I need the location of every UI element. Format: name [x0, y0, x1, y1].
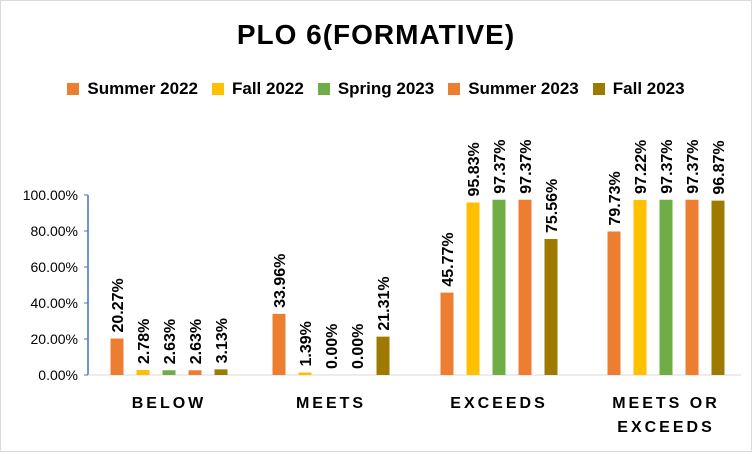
legend-item-summer-2022: Summer 2022 [67, 79, 198, 99]
bar [188, 370, 202, 375]
chart-title: PLO 6(FORMATIVE) [236, 19, 516, 50]
y-tick-label: 100.00% [23, 187, 78, 203]
x-tick-label: MEETS [296, 395, 366, 412]
y-tick-label: 0.00% [38, 367, 78, 383]
bar [162, 370, 176, 375]
legend-label: Summer 2022 [87, 79, 198, 98]
data-label: 95.83% [466, 142, 483, 196]
bar [633, 200, 647, 375]
data-label: 2.63% [162, 319, 179, 364]
bar [272, 313, 286, 375]
legend: Summer 2022 Fall 2022 Spring 2023 Summer… [1, 79, 751, 99]
legend-label: Fall 2023 [612, 79, 685, 98]
data-label: 96.87% [711, 140, 728, 194]
bar [518, 199, 532, 375]
bar [440, 292, 454, 375]
data-label: 97.37% [659, 139, 676, 193]
data-label: 2.78% [136, 319, 153, 364]
data-label: 2.63% [188, 319, 205, 364]
legend-item-summer-2023: Summer 2023 [448, 79, 579, 99]
bar [492, 199, 506, 375]
data-label: 33.96% [272, 254, 289, 308]
x-tick-label: EXCEEDS [617, 419, 714, 436]
data-label: 97.37% [492, 139, 509, 193]
data-label: 97.22% [633, 140, 650, 194]
data-label: 75.56% [544, 179, 561, 233]
bar [376, 336, 390, 375]
data-label: 45.77% [440, 232, 457, 286]
data-label: 21.31% [376, 276, 393, 330]
bar [214, 369, 228, 375]
x-tick-label: EXCEEDS [450, 395, 547, 412]
bar [711, 200, 725, 375]
data-label: 20.27% [110, 278, 127, 332]
legend-swatch [592, 83, 605, 95]
legend-swatch [448, 83, 461, 95]
legend-label: Spring 2023 [337, 79, 435, 98]
legend-item-fall-2023: Fall 2023 [592, 79, 685, 99]
x-tick-label: MEETS OR [612, 395, 720, 412]
legend-swatch [211, 83, 224, 95]
y-tick-label: 60.00% [31, 259, 78, 275]
bar [544, 238, 558, 375]
legend-label: Summer 2023 [468, 79, 579, 98]
legend-item-spring-2023: Spring 2023 [317, 79, 435, 99]
legend-swatch [67, 83, 80, 95]
data-label: 0.00% [350, 324, 367, 369]
bar [466, 202, 480, 375]
legend-label: Fall 2022 [231, 79, 304, 98]
y-tick-label: 40.00% [31, 295, 78, 311]
bar [659, 199, 673, 375]
data-label: 3.13% [214, 318, 231, 363]
data-label: 79.73% [607, 171, 624, 225]
x-tick-label: BELOW [132, 395, 207, 412]
bar [110, 338, 124, 375]
legend-item-fall-2022: Fall 2022 [211, 79, 304, 99]
data-label: 0.00% [324, 324, 341, 369]
data-label: 97.37% [518, 139, 535, 193]
data-label: 97.37% [685, 139, 702, 193]
bar [607, 231, 621, 375]
y-tick-label: 20.00% [31, 331, 78, 347]
bar [136, 369, 150, 375]
data-label: 1.39% [298, 321, 315, 366]
bar [685, 199, 699, 375]
bar [298, 372, 312, 375]
legend-swatch [317, 83, 330, 95]
y-tick-label: 80.00% [31, 223, 78, 239]
